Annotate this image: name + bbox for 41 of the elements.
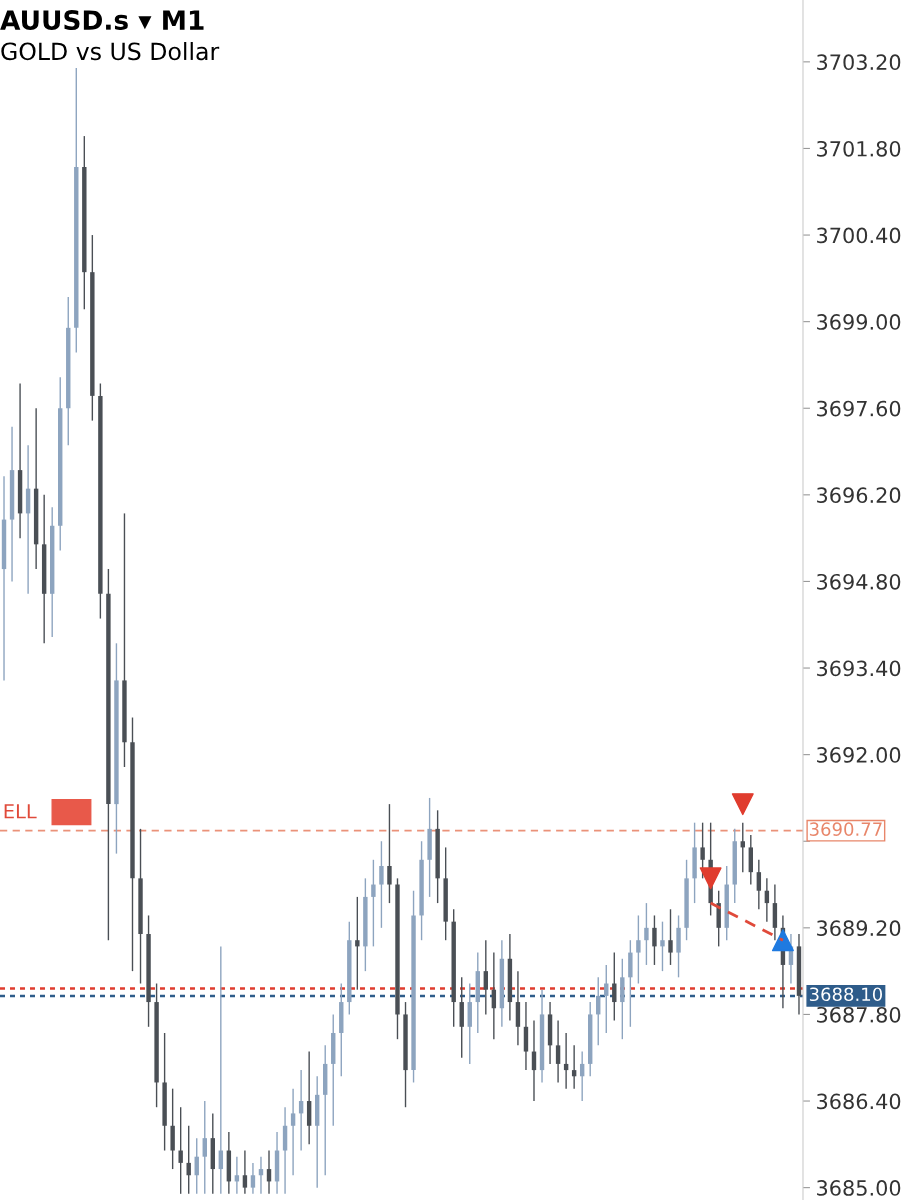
candlestick	[250, 1162, 256, 1195]
candlestick	[186, 1125, 191, 1195]
y-tick-label: 3686.40	[817, 1093, 901, 1110]
y-tick-label: 3703.20	[817, 54, 901, 71]
text: GOLD vs US Dollar	[1, 42, 220, 61]
y-tick-label: 3701.80	[817, 140, 901, 157]
point	[771, 929, 794, 952]
candlestick	[242, 1149, 248, 1195]
y-tick-label: 3696.20	[817, 487, 901, 504]
y-tick-label: 3697.60	[817, 400, 901, 417]
candlestick	[371, 859, 376, 948]
y-tick-label: 3692.00	[817, 747, 901, 763]
candlestick	[387, 803, 392, 904]
candlestick	[483, 939, 489, 1016]
y-tick-label: 3694.80	[817, 573, 901, 590]
candlestick	[660, 920, 665, 972]
y-tick-label: 3685.00	[817, 1180, 901, 1196]
annotation: ELL	[4, 804, 37, 819]
ref-line-label: 3688.10	[809, 987, 883, 1002]
candlestick	[178, 1106, 183, 1195]
candlestick	[700, 821, 705, 880]
ref-line-label: 3690.77	[809, 822, 882, 836]
y-tick-label: 3700.40	[817, 227, 901, 244]
candlestick	[612, 951, 617, 1022]
candlestick	[355, 896, 360, 991]
point	[699, 867, 722, 890]
candlestick	[652, 914, 657, 966]
candlestick	[555, 1019, 561, 1084]
chart-title: AUUSD.s ▾ M1	[0, 10, 204, 31]
y-tick-label: 3699.00	[817, 314, 901, 330]
candlestick	[202, 1100, 207, 1195]
y-tick-label: 3687.80	[817, 1006, 901, 1023]
y-tick-label: 3689.20	[817, 920, 901, 937]
candlestick	[290, 1087, 296, 1176]
candlestick	[756, 859, 762, 910]
point	[731, 793, 754, 816]
candlestick	[668, 908, 673, 966]
candlestick	[379, 840, 384, 929]
y-tick-label: 3693.40	[817, 660, 901, 677]
candlestick	[644, 902, 649, 966]
candlestick	[636, 914, 641, 985]
